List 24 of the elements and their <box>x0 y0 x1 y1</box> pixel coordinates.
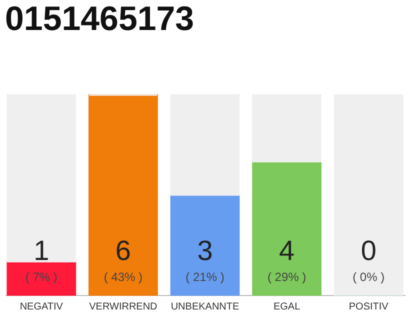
bar <box>252 94 322 162</box>
bar <box>334 94 404 296</box>
annotation: ( 7% ) <box>25 270 58 284</box>
data-label: 4 <box>279 235 295 266</box>
bar <box>252 160 322 296</box>
data-label: 0 <box>360 235 376 266</box>
data-label: 1 <box>34 235 50 266</box>
annotation: ( 29% ) <box>267 270 306 284</box>
bar <box>170 194 240 296</box>
chart-title: 0151465173 <box>5 0 194 38</box>
bar <box>170 94 240 196</box>
bar <box>6 260 76 296</box>
x-tick-label: POSITIV <box>348 302 389 312</box>
annotation: ( 0% ) <box>352 270 385 284</box>
bar <box>88 94 158 296</box>
bar <box>6 94 76 262</box>
x-tick-label: EGAL <box>273 302 301 312</box>
data-label: 6 <box>115 235 131 266</box>
x-tick-label: UNBEKANNTE <box>170 302 240 312</box>
data-label: 3 <box>197 235 213 266</box>
x-tick-label: VERWIRREND <box>89 302 158 312</box>
annotation: ( 43% ) <box>104 270 143 284</box>
annotation: ( 21% ) <box>186 270 224 284</box>
x-tick-label: NEGATIV <box>20 302 64 312</box>
